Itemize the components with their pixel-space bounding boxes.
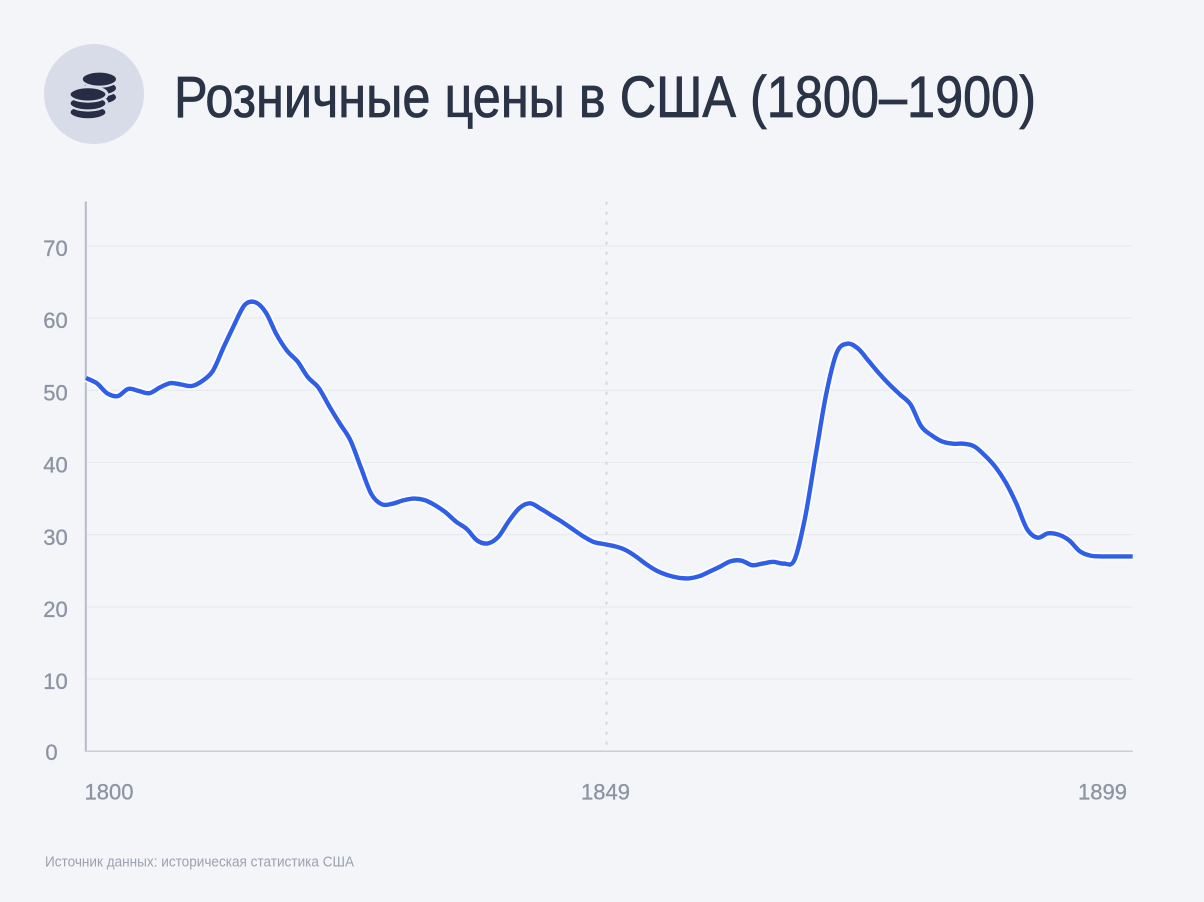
svg-text:Розничные цены в США (1800–190: Розничные цены в США (1800–1900) xyxy=(174,65,1036,130)
svg-text:1849: 1849 xyxy=(581,780,630,805)
svg-text:10: 10 xyxy=(43,669,67,694)
svg-text:1899: 1899 xyxy=(1078,780,1127,805)
svg-text:60: 60 xyxy=(43,308,67,333)
svg-text:20: 20 xyxy=(43,597,67,622)
svg-text:0: 0 xyxy=(45,740,57,765)
svg-text:30: 30 xyxy=(43,525,67,550)
svg-text:50: 50 xyxy=(43,380,67,405)
svg-text:70: 70 xyxy=(43,236,67,261)
svg-text:Источник данных: историческая: Источник данных: историческая статистика… xyxy=(45,854,354,871)
svg-text:40: 40 xyxy=(43,453,67,478)
svg-text:1800: 1800 xyxy=(85,780,134,805)
